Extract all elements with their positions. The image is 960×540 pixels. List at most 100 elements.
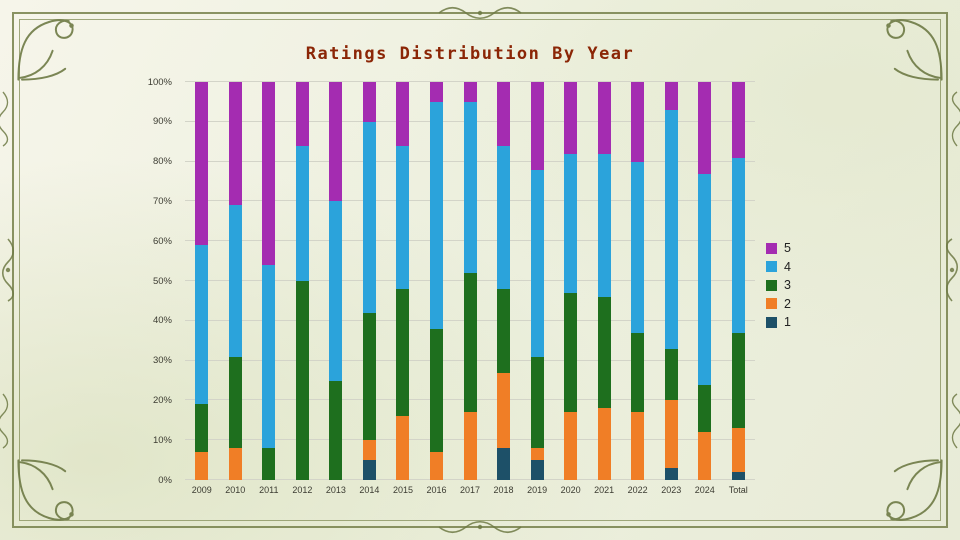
bar-segment-rating-4 <box>396 145 410 289</box>
bar-segment-rating-3 <box>564 292 578 413</box>
legend-item-4: 4 <box>766 259 791 274</box>
bar-segment-rating-5 <box>597 82 611 154</box>
stacked-bar <box>597 82 611 480</box>
y-axis-label: 0% <box>158 474 172 486</box>
bar-segment-rating-5 <box>564 82 578 154</box>
legend-swatch <box>766 279 777 291</box>
bar-segment-rating-5 <box>396 82 410 146</box>
bar-segment-rating-2 <box>698 432 712 480</box>
x-axis-label: 2012 <box>292 485 313 495</box>
bar-segment-rating-1 <box>362 460 376 480</box>
bar-segment-rating-2 <box>463 412 477 480</box>
stacked-bar <box>228 82 242 480</box>
bar-column-2024: 2024 <box>688 82 722 495</box>
bar-segment-rating-3 <box>597 296 611 409</box>
x-axis-label: 2010 <box>225 485 246 495</box>
edge-scroll-icon <box>1 238 15 302</box>
bar-segment-rating-3 <box>731 332 745 429</box>
corner-flourish-icon <box>17 19 74 81</box>
stacked-bar <box>362 82 376 480</box>
bar-segment-rating-5 <box>631 82 645 162</box>
bar-column-2016: 2016 <box>420 82 454 495</box>
bar-column-2023: 2023 <box>654 82 688 495</box>
bar-column-2014: 2014 <box>353 82 387 495</box>
bar-segment-rating-2 <box>631 412 645 480</box>
bar-segment-rating-2 <box>497 372 511 449</box>
x-axis-label: 2011 <box>259 485 279 495</box>
x-axis-label: 2017 <box>460 485 481 495</box>
legend-item-2: 2 <box>766 297 791 311</box>
bar-segment-rating-5 <box>463 82 477 102</box>
bar-segment-rating-5 <box>698 82 712 174</box>
bar-segment-rating-3 <box>396 288 410 417</box>
edge-scroll-icon <box>438 520 522 534</box>
bars-container: 2009 2010 2011 2012 2013 2014 2015 2016 2017 2018… <box>185 82 755 495</box>
bar-segment-rating-1 <box>731 472 745 480</box>
legend-swatch <box>766 242 777 254</box>
bar-segment-rating-3 <box>429 328 443 453</box>
y-axis-label: 70% <box>152 195 172 207</box>
x-axis-label: Total <box>728 485 748 495</box>
legend-swatch <box>766 298 777 310</box>
corner-flourish-icon <box>17 459 74 521</box>
bar-segment-rating-3 <box>631 332 645 413</box>
stacked-bar <box>396 82 410 480</box>
x-axis-label: 2023 <box>661 485 682 495</box>
legend: 5 4 3 2 1 <box>766 236 791 335</box>
edge-scroll-icon <box>0 91 9 147</box>
legend-item-3: 3 <box>766 279 791 292</box>
bar-column-2020: 2020 <box>554 82 588 495</box>
edge-scroll-icon <box>438 6 522 20</box>
bar-segment-rating-4 <box>228 205 242 357</box>
bar-column-2009: 2009 <box>185 82 219 495</box>
bar-segment-rating-4 <box>497 145 511 289</box>
bar-segment-rating-4 <box>295 145 309 281</box>
edge-scroll-icon <box>0 393 9 449</box>
y-axis-label: 100% <box>147 76 172 88</box>
bar-segment-rating-4 <box>463 101 477 274</box>
legend-label: 5 <box>784 241 791 255</box>
bar-segment-rating-3 <box>295 281 309 480</box>
bar-segment-rating-5 <box>262 82 276 266</box>
bar-column-2013: 2013 <box>319 82 353 495</box>
legend-label: 4 <box>784 259 791 274</box>
y-axis-label: 20% <box>152 394 172 406</box>
bar-segment-rating-2 <box>396 416 410 480</box>
x-axis-label: 2013 <box>325 485 346 495</box>
bar-column-2011: 2011 <box>252 82 286 495</box>
bar-segment-rating-5 <box>731 82 745 158</box>
bar-segment-rating-4 <box>530 169 544 357</box>
chart-title: Ratings Distribution By Year <box>305 44 635 64</box>
x-axis-label: 2015 <box>392 485 413 495</box>
bar-segment-rating-2 <box>429 452 443 480</box>
bar-segment-rating-4 <box>329 201 343 381</box>
legend-swatch <box>766 316 777 328</box>
edge-scroll-icon <box>951 91 960 147</box>
plot-area: 2009 2010 2011 2012 2013 2014 2015 2016 2017 2018… <box>185 81 755 495</box>
bar-segment-rating-1 <box>530 460 544 480</box>
y-axis-label: 90% <box>152 116 172 128</box>
bar-column-2018: 2018 <box>487 82 521 495</box>
x-axis-label: 2024 <box>694 485 715 495</box>
bar-column-2022: 2022 <box>621 82 655 495</box>
edge-scroll-icon <box>951 393 960 449</box>
bar-segment-rating-5 <box>228 82 242 206</box>
x-axis-label: 2021 <box>594 485 615 495</box>
bar-column-2021: 2021 <box>587 82 621 495</box>
bar-segment-rating-3 <box>530 356 544 449</box>
stacked-bar <box>295 82 309 480</box>
bar-segment-rating-2 <box>195 452 209 480</box>
bar-segment-rating-4 <box>631 161 645 333</box>
bar-segment-rating-3 <box>463 273 477 413</box>
y-axis-label: 60% <box>152 235 172 247</box>
bar-column-2015: 2015 <box>386 82 420 495</box>
bar-segment-rating-5 <box>295 82 309 146</box>
bar-column-2019: 2019 <box>520 82 554 495</box>
bar-column-2017: 2017 <box>453 82 487 495</box>
bar-segment-rating-5 <box>530 82 544 170</box>
bar-segment-rating-5 <box>329 82 343 202</box>
stacked-bar <box>497 82 511 480</box>
bar-segment-rating-1 <box>497 448 511 480</box>
bar-segment-rating-2 <box>664 400 678 469</box>
